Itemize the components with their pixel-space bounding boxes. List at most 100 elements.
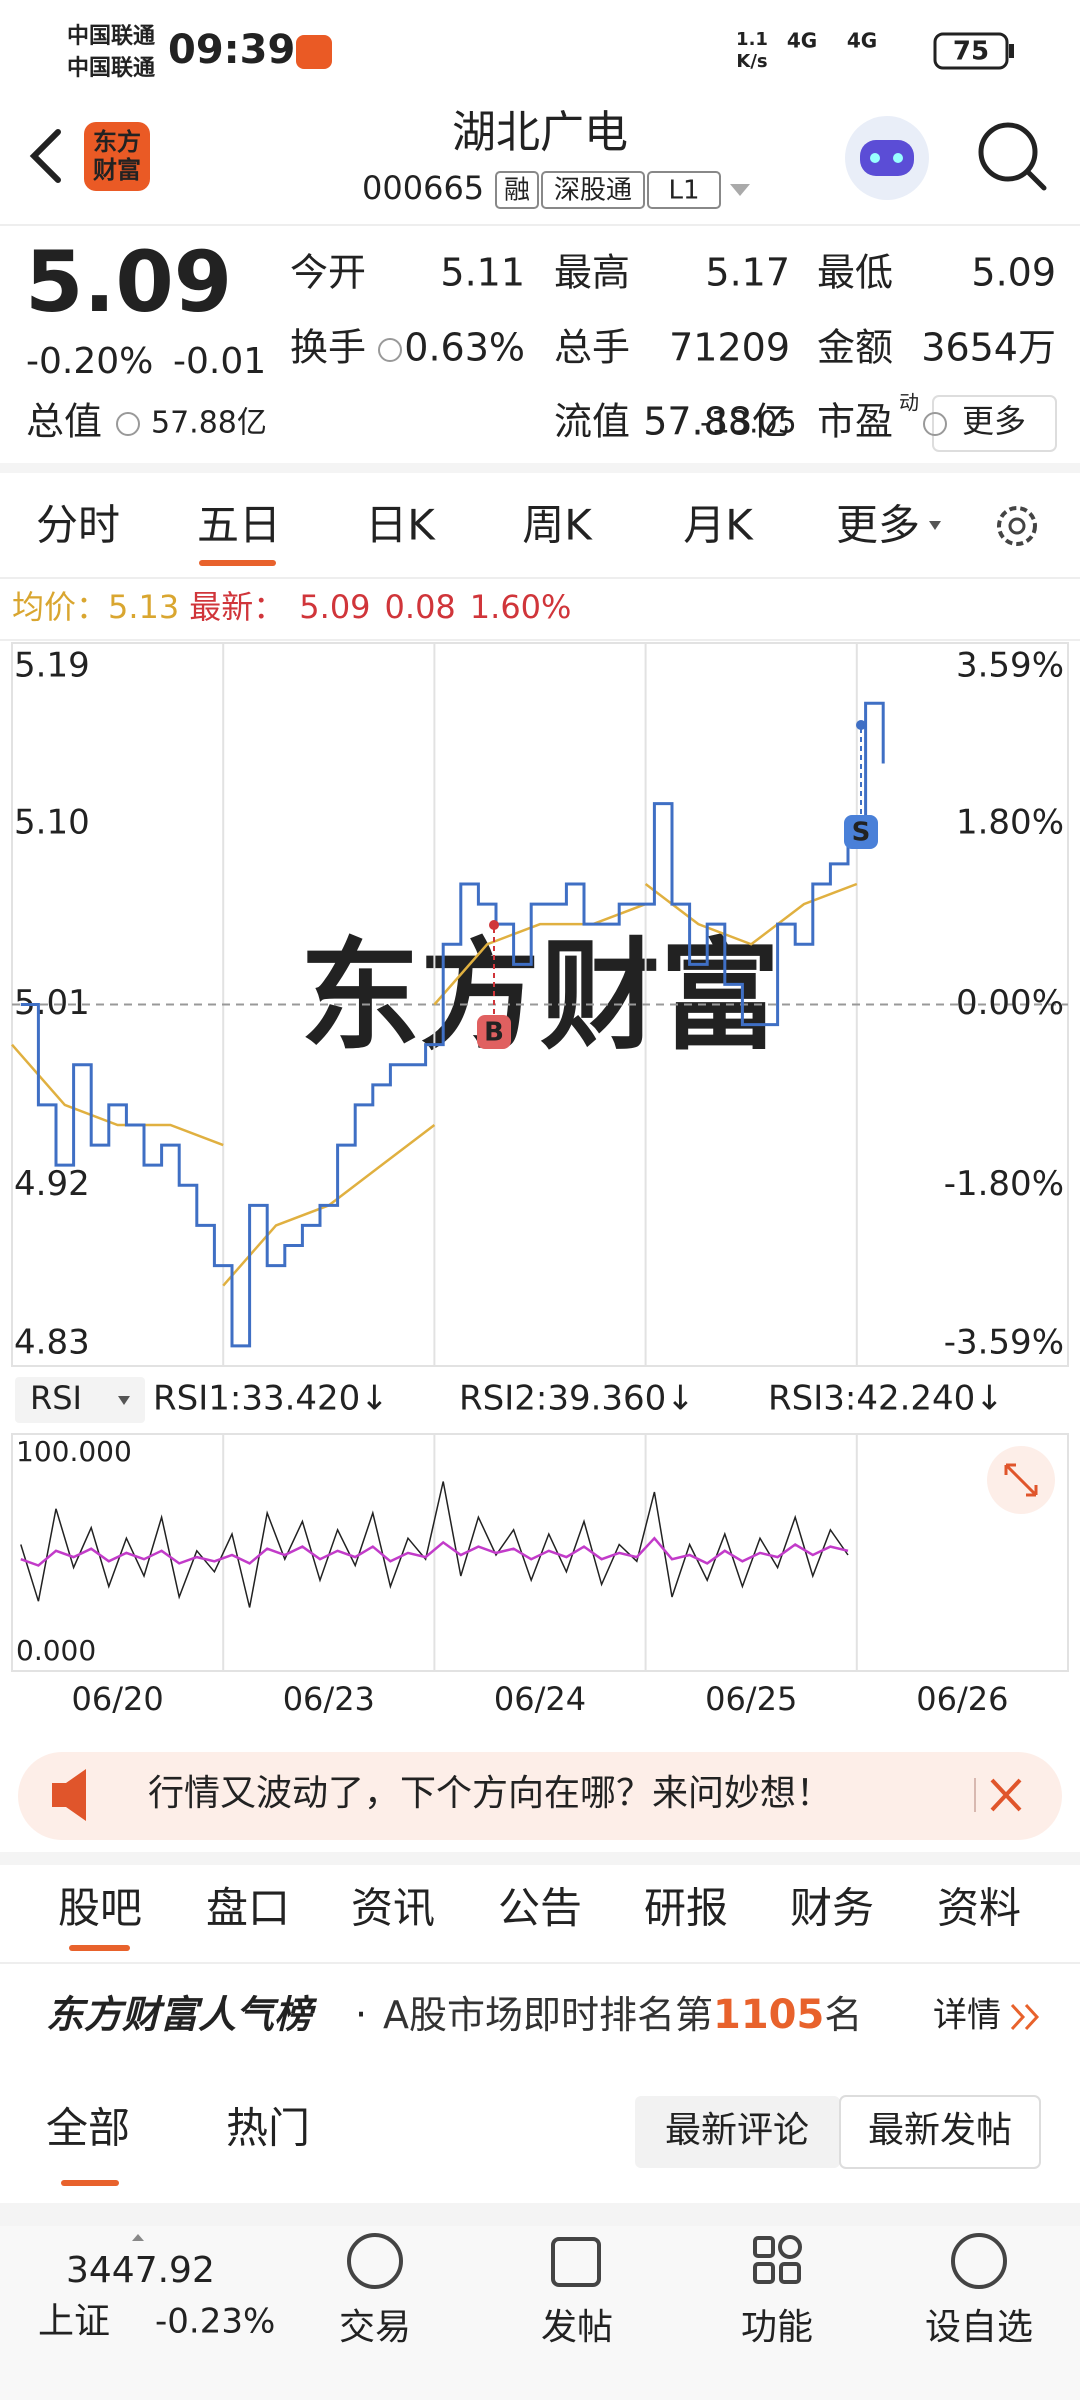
popularity-part: A股市场即时排名第 bbox=[383, 1993, 713, 2037]
y-tick-pct-label: 1.80% bbox=[956, 802, 1064, 842]
chart-tab[interactable]: 月K bbox=[683, 501, 754, 550]
network: 4G bbox=[787, 29, 817, 53]
chart-tab[interactable]: 周K bbox=[522, 501, 593, 550]
content-tab[interactable]: 资讯 bbox=[351, 1884, 435, 1933]
field-value: 5.17 bbox=[705, 251, 790, 295]
x-tick-label: 06/23 bbox=[283, 1680, 375, 1718]
content-tab[interactable]: 公告 bbox=[498, 1884, 582, 1933]
x-tick-label: 06/20 bbox=[71, 1680, 163, 1718]
field-label: 今开 bbox=[290, 251, 366, 295]
carrier: 中国联通 bbox=[67, 24, 155, 49]
rsi-legend: RSI3:42.240↓ bbox=[768, 1379, 1004, 1419]
chart-tab[interactable]: 更多 bbox=[836, 501, 920, 550]
sort-option: 最新发帖 bbox=[868, 2110, 1012, 2151]
stock-name: 湖北广电 bbox=[452, 107, 628, 158]
stock-code: 000665 bbox=[362, 169, 484, 207]
search-button[interactable] bbox=[978, 122, 1038, 182]
more-button-label: 更多 bbox=[962, 402, 1026, 440]
content-tab[interactable]: 财务 bbox=[790, 1884, 874, 1933]
info-icon bbox=[378, 338, 402, 362]
close-banner[interactable] bbox=[990, 1778, 1022, 1812]
search-handle bbox=[1025, 169, 1047, 191]
info-part: 1.60% bbox=[470, 588, 572, 626]
popularity-part: 1105 bbox=[713, 1992, 824, 2038]
x-tick-label: 06/25 bbox=[705, 1680, 797, 1718]
avg-line bbox=[644, 882, 858, 946]
rsi-axis-label: 100.000 bbox=[16, 1435, 132, 1468]
chart-tab[interactable]: 日K bbox=[365, 501, 436, 550]
notify-icon bbox=[296, 35, 332, 69]
field-label: 最低 bbox=[817, 251, 893, 295]
popularity-dot: · bbox=[355, 1993, 367, 2037]
nav-label[interactable]: 功能 bbox=[741, 2307, 813, 2348]
content-tab[interactable]: 资料 bbox=[937, 1884, 1021, 1933]
avg-line bbox=[11, 1043, 224, 1147]
nav-icon bbox=[778, 2235, 802, 2259]
robot-face bbox=[860, 140, 914, 176]
sub-tab[interactable]: 全部 bbox=[46, 2104, 130, 2153]
content-tab[interactable]: 研报 bbox=[644, 1884, 728, 1933]
popularity-text: A股市场即时排名第1105名 bbox=[383, 1992, 862, 2038]
popularity-title: 东方财富人气榜 bbox=[46, 1993, 318, 2037]
robot-eye bbox=[870, 153, 880, 163]
rsi-line bbox=[20, 1481, 849, 1608]
nav-label[interactable]: 发帖 bbox=[541, 2307, 613, 2348]
more-button[interactable] bbox=[932, 395, 1057, 452]
settings-button[interactable] bbox=[997, 506, 1037, 546]
latest-post-button[interactable] bbox=[839, 2095, 1041, 2169]
nav-icon bbox=[753, 2262, 775, 2284]
field-value: 0.63% bbox=[404, 326, 525, 370]
change: -0.01 bbox=[173, 341, 266, 382]
info-part: 均价： bbox=[12, 588, 108, 626]
sort-option: 最新评论 bbox=[665, 2110, 809, 2151]
index-arrow bbox=[132, 2234, 144, 2241]
active-tab-indicator bbox=[61, 2180, 119, 2186]
detail-arrow bbox=[1010, 2003, 1040, 2031]
rsi-selector[interactable] bbox=[15, 1377, 145, 1423]
rsi-frame bbox=[11, 1433, 1069, 1672]
banner[interactable] bbox=[18, 1752, 1062, 1840]
dropdown-arrow bbox=[118, 1396, 130, 1405]
marker-dot bbox=[856, 720, 866, 730]
popularity-part: 名 bbox=[824, 1993, 862, 2037]
latest-comment-button[interactable] bbox=[635, 2096, 840, 2168]
sub-tab[interactable]: 热门 bbox=[226, 2104, 310, 2153]
trade-marker bbox=[844, 815, 878, 849]
clock: 09:39 bbox=[168, 27, 295, 73]
y-tick-pct-label: -3.59% bbox=[944, 1323, 1064, 1363]
tag-box bbox=[495, 171, 539, 209]
dropdown-arrow[interactable] bbox=[730, 184, 750, 196]
nav-label[interactable]: 设自选 bbox=[925, 2307, 1033, 2348]
chart-tab[interactable]: 五日 bbox=[197, 501, 281, 550]
chart-tab[interactable]: 分时 bbox=[36, 501, 120, 550]
field-value: 5.09 bbox=[971, 251, 1056, 295]
dropdown-arrow bbox=[929, 521, 941, 530]
info-icon bbox=[923, 412, 947, 436]
tag: L1 bbox=[668, 176, 699, 206]
content-tab[interactable]: 盘口 bbox=[206, 1884, 290, 1933]
y-tick-label: 4.92 bbox=[14, 1164, 90, 1204]
rsi-line bbox=[20, 1536, 849, 1567]
last-price: 5.09 bbox=[25, 233, 232, 331]
active-tab-indicator bbox=[69, 1945, 130, 1951]
back-button[interactable] bbox=[29, 129, 61, 183]
y-tick-pct-label: 0.00% bbox=[956, 983, 1064, 1023]
app-logo[interactable] bbox=[84, 122, 150, 191]
detail-link[interactable]: 详情 bbox=[933, 1996, 1001, 2036]
info-part: 5.13 bbox=[108, 588, 179, 626]
y-tick-label: 5.10 bbox=[14, 802, 90, 842]
nav-icon bbox=[951, 2233, 1007, 2289]
field-sup: 动 bbox=[899, 391, 919, 415]
divider bbox=[0, 1852, 1080, 1865]
nav-icon bbox=[753, 2236, 775, 2258]
speaker-icon bbox=[52, 1769, 86, 1821]
battery-tip bbox=[1009, 44, 1014, 58]
nav-label[interactable]: 交易 bbox=[339, 2307, 411, 2348]
nav-icon bbox=[347, 2233, 403, 2289]
banner-text[interactable]: 行情又波动了，下个方向在哪？来问妙想！ bbox=[148, 1773, 832, 1814]
y-tick-label: 5.19 bbox=[14, 646, 90, 686]
tag-box bbox=[541, 171, 645, 209]
content-tab[interactable]: 股吧 bbox=[58, 1884, 142, 1933]
rsi-legend: RSI1:33.420↓ bbox=[153, 1379, 389, 1419]
